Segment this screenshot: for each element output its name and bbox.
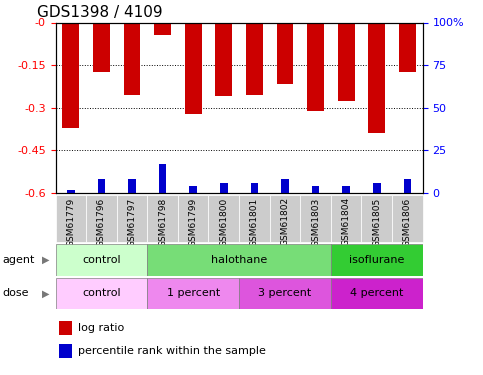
Bar [338,22,355,101]
Bar [93,22,110,72]
Text: GSM61797: GSM61797 [128,197,137,247]
Bar [403,180,411,193]
Bar [189,186,197,193]
Bar [128,180,136,193]
Bar [59,321,72,334]
Bar [56,195,86,242]
Bar [331,244,423,276]
Text: ▶: ▶ [42,255,50,265]
Bar [277,22,293,84]
Text: 1 percent: 1 percent [167,288,220,298]
Bar [246,22,263,95]
Text: log ratio: log ratio [78,322,124,333]
Text: GSM61796: GSM61796 [97,197,106,247]
Bar [281,180,289,193]
Text: GSM61798: GSM61798 [158,197,167,247]
Bar [399,22,416,72]
Text: GDS1398 / 4109: GDS1398 / 4109 [37,5,163,20]
Text: GSM61802: GSM61802 [281,197,289,246]
Text: GSM61806: GSM61806 [403,197,412,247]
Bar [239,278,331,309]
Bar [154,22,171,35]
Text: 3 percent: 3 percent [258,288,312,298]
Bar [67,190,75,193]
Text: isoflurane: isoflurane [349,255,404,265]
Bar [62,22,79,128]
Bar [331,195,361,242]
Bar [147,195,178,242]
Text: percentile rank within the sample: percentile rank within the sample [78,346,266,356]
Text: ▶: ▶ [42,288,50,298]
Bar [312,186,319,193]
Bar [373,183,381,193]
Text: GSM61800: GSM61800 [219,197,228,247]
Bar [251,183,258,193]
Text: control: control [82,255,121,265]
Bar [215,22,232,96]
Text: GSM61799: GSM61799 [189,197,198,247]
Text: dose: dose [2,288,29,298]
Bar [209,195,239,242]
Text: GSM61805: GSM61805 [372,197,381,247]
Bar [185,22,201,114]
Text: agent: agent [2,255,35,265]
Bar [369,22,385,134]
Text: 4 percent: 4 percent [350,288,403,298]
Text: control: control [82,288,121,298]
Bar [56,278,147,309]
Bar [307,22,324,111]
Bar [331,278,423,309]
Bar [56,244,147,276]
Text: halothane: halothane [211,255,267,265]
Text: GSM61804: GSM61804 [341,197,351,246]
Bar [178,195,209,242]
Bar [361,195,392,242]
Bar [159,164,167,193]
Bar [392,195,423,242]
Bar [117,195,147,242]
Bar [300,195,331,242]
Text: GSM61801: GSM61801 [250,197,259,247]
Bar [342,186,350,193]
Bar [270,195,300,242]
Text: GSM61803: GSM61803 [311,197,320,247]
Bar [147,244,331,276]
Text: GSM61779: GSM61779 [66,197,75,247]
Bar [124,22,141,95]
Bar [239,195,270,242]
Bar [98,180,105,193]
Bar [220,183,227,193]
Bar [86,195,117,242]
Bar [147,278,239,309]
Bar [59,344,72,358]
